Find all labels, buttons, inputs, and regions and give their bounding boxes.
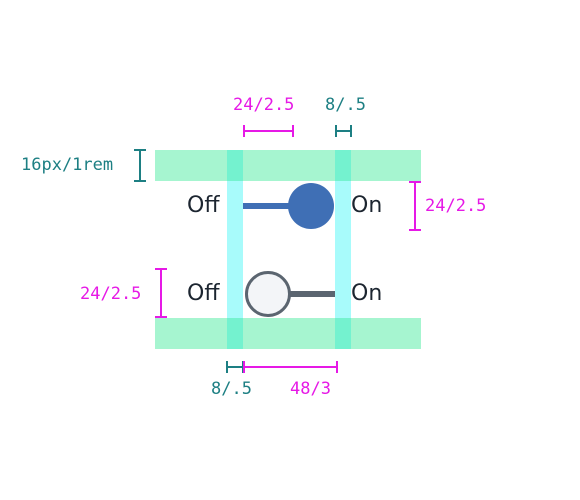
bottom-width-dimension [243, 361, 338, 373]
right-height-dimension [409, 181, 421, 231]
row-spacing-label: 16px/1rem [21, 155, 114, 175]
toggle-on-knob[interactable] [288, 183, 334, 229]
toggle-off-knob[interactable] [245, 271, 291, 317]
band-overlap [227, 150, 243, 181]
right-height-label: 24/2.5 [425, 196, 487, 216]
bottom-width-label: 48/3 [290, 379, 331, 399]
toggle-2-off-label: Off [187, 281, 220, 306]
bottom-gap-label: 8/.5 [211, 379, 252, 399]
toggle-1-on-label: On [351, 193, 383, 218]
band-overlap [227, 318, 243, 349]
left-gap-band [227, 150, 243, 349]
band-overlap [335, 150, 351, 181]
top-gap-dimension [335, 125, 352, 137]
left-height-label: 24/2.5 [80, 284, 142, 304]
toggle-1-off-label: Off [187, 193, 220, 218]
row-spacing-dimension [134, 149, 146, 182]
top-spacing-band [155, 150, 421, 181]
band-overlap [335, 318, 351, 349]
left-height-dimension [155, 268, 167, 318]
toggle-2-on-label: On [351, 281, 383, 306]
bottom-gap-dimension [226, 361, 244, 373]
top-width-dimension [243, 125, 294, 137]
top-width-label: 24/2.5 [233, 95, 295, 115]
top-gap-label: 8/.5 [325, 95, 366, 115]
right-gap-band [335, 150, 351, 349]
bottom-spacing-band [155, 318, 421, 349]
